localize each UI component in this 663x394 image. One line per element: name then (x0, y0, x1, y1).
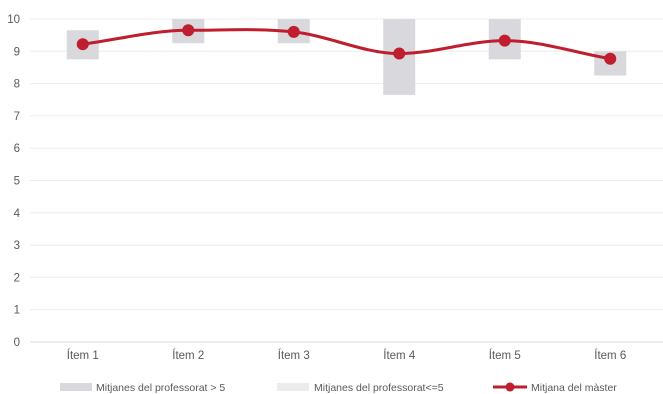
y-tick-label: 5 (14, 176, 20, 188)
y-tick-label: 4 (14, 208, 21, 220)
x-axis-ticks: Ítem 1 Ítem 2 Ítem 3 Ítem 4 Ítem 5 Ítem 6 (67, 349, 626, 362)
x-tick-label: Ítem 6 (594, 349, 626, 362)
legend-swatch-below-5 (277, 383, 309, 391)
legend-label-master: Mitjana del màster (531, 382, 617, 394)
legend-label-below-5: Mitjanes del professorat<=5 (314, 382, 444, 394)
master-mean-line (76, 24, 617, 65)
legend-label-above-5: Mitjanes del professorat > 5 (96, 382, 225, 394)
x-tick-label: Ítem 4 (383, 349, 416, 362)
legend-swatch-master-marker (505, 382, 515, 392)
y-tick-label: 0 (14, 337, 20, 349)
x-tick-label: Ítem 5 (489, 349, 521, 362)
master-mean-point (182, 24, 195, 37)
y-tick-label: 6 (14, 143, 20, 155)
legend-swatch-above-5 (60, 383, 92, 391)
master-mean-point (76, 38, 89, 51)
x-tick-label: Ítem 1 (67, 349, 99, 362)
master-mean-point (498, 34, 511, 47)
x-tick-label: Ítem 2 (172, 349, 204, 362)
y-tick-label: 3 (14, 240, 20, 252)
legend: Mitjanes del professorat > 5 Mitjanes de… (60, 382, 617, 394)
y-tick-label: 7 (14, 111, 20, 123)
y-tick-label: 1 (14, 305, 20, 317)
y-tick-label: 8 (14, 79, 20, 91)
gridlines (30, 18, 663, 343)
master-mean-curve (82, 28, 611, 61)
master-mean-point (604, 52, 617, 65)
y-tick-label: 2 (14, 272, 20, 284)
y-axis-ticks: 0 1 2 3 4 5 6 7 8 9 10 (7, 14, 20, 349)
y-tick-label: 9 (14, 46, 20, 58)
master-mean-point (393, 47, 406, 60)
master-mean-point (287, 25, 300, 38)
x-tick-label: Ítem 3 (278, 349, 310, 362)
y-tick-label: 10 (7, 14, 20, 26)
